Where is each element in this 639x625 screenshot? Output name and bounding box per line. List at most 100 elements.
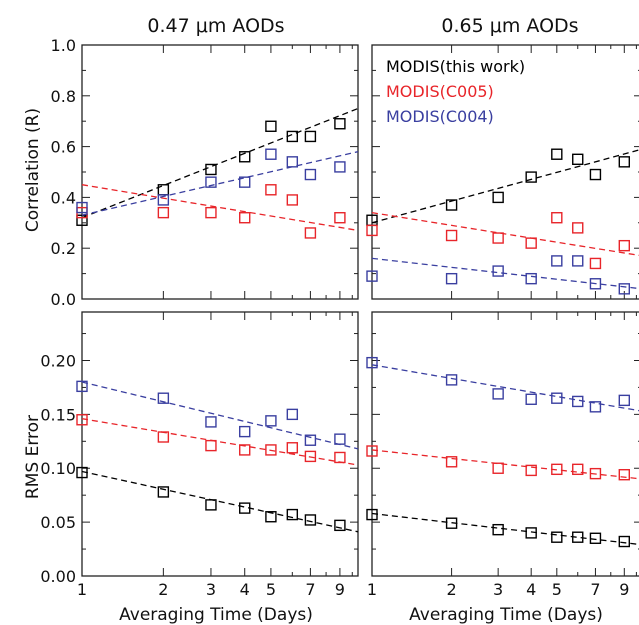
data-point-modis-c004 xyxy=(286,156,299,168)
data-point-modis-this-work xyxy=(286,508,299,521)
data-point-modis-c005 xyxy=(334,451,346,464)
series-modis-this-work xyxy=(76,466,359,533)
data-point-modis-this-work xyxy=(265,511,277,523)
data-point-modis-c005 xyxy=(205,206,217,219)
series-modis-c004 xyxy=(366,255,639,295)
data-point-modis-this-work xyxy=(366,508,378,521)
data-point-modis-c005 xyxy=(205,439,217,452)
series-modis-c004 xyxy=(76,380,359,450)
data-point-modis-c004 xyxy=(366,356,378,369)
data-point-modis-c004 xyxy=(239,425,251,438)
plot-frame xyxy=(81,311,359,577)
data-point-modis-c005 xyxy=(334,212,346,224)
data-point-modis-c004 xyxy=(265,148,277,160)
panel-top-right xyxy=(366,44,639,300)
series-modis-c005 xyxy=(366,445,639,481)
data-point-modis-c005 xyxy=(286,442,299,454)
data-point-modis-this-work xyxy=(304,130,317,143)
data-point-modis-c004 xyxy=(205,416,217,428)
data-point-modis-c005 xyxy=(572,463,584,476)
y-tick-label: 0.6 xyxy=(51,138,76,157)
data-point-modis-this-work xyxy=(618,156,630,168)
data-point-modis-c004 xyxy=(492,388,504,400)
x-tick-label: 9 xyxy=(335,580,345,599)
y-tick-label: 0.0 xyxy=(51,290,76,309)
data-point-modis-c005 xyxy=(157,206,170,219)
data-point-modis-c004 xyxy=(157,194,170,206)
y-tick-label: 0.15 xyxy=(40,405,76,424)
data-point-modis-c005 xyxy=(239,444,251,456)
data-point-modis-c005 xyxy=(366,224,378,237)
data-point-modis-this-work xyxy=(304,514,317,526)
data-point-modis-c005 xyxy=(525,464,537,477)
trend-line-modis-c005 xyxy=(81,184,359,232)
data-point-modis-this-work xyxy=(525,171,537,183)
y-tick-label: 0.2 xyxy=(51,239,76,258)
legend-item-c004: MODIS(C004) xyxy=(386,107,494,126)
plot-frame xyxy=(371,311,639,577)
x-tick-label: 7 xyxy=(305,580,315,599)
x-tick-label: 5 xyxy=(552,580,562,599)
data-point-modis-this-work xyxy=(551,531,563,543)
y-tick-label: 0.00 xyxy=(40,567,76,586)
data-point-modis-this-work xyxy=(445,199,458,211)
data-point-modis-c004 xyxy=(551,255,563,267)
trend-line-modis-c004 xyxy=(371,257,639,290)
data-point-modis-c005 xyxy=(445,229,458,242)
data-point-modis-this-work xyxy=(334,519,346,532)
data-point-modis-c005 xyxy=(265,444,277,456)
y-tick-label: 0.8 xyxy=(51,87,76,106)
data-point-modis-this-work xyxy=(239,151,251,163)
data-point-modis-c004 xyxy=(551,392,563,404)
data-point-modis-this-work xyxy=(618,535,630,548)
plot-frame xyxy=(81,44,359,300)
series-modis-c004 xyxy=(366,356,639,413)
data-point-modis-c005 xyxy=(286,194,299,206)
series-modis-c005 xyxy=(76,184,359,239)
y-axis-label-bottom: RMS Error xyxy=(23,415,43,499)
trend-line-modis-this-work xyxy=(371,512,639,546)
series-modis-c005 xyxy=(366,211,639,270)
x-tick-label: 2 xyxy=(158,580,168,599)
trend-line-modis-this-work xyxy=(371,149,639,224)
panels: 0.00.20.40.60.81.01 2 3 4 5 7 90.000.050.100.1… xyxy=(40,36,639,599)
data-point-modis-c004 xyxy=(366,270,378,282)
series-modis-c005 xyxy=(76,414,359,466)
series-modis-this-work xyxy=(76,107,359,226)
legend-item-c005: MODIS(C005) xyxy=(386,82,494,101)
data-point-modis-c004 xyxy=(492,265,504,277)
data-point-modis-c005 xyxy=(445,456,458,468)
data-point-modis-c004 xyxy=(304,434,317,446)
data-point-modis-c004 xyxy=(445,374,458,386)
x-tick-label: 4 xyxy=(526,580,536,599)
data-point-modis-c005 xyxy=(366,445,378,457)
data-point-modis-c005 xyxy=(618,469,630,481)
legend: MODIS(this work) MODIS(C005) MODIS(C004) xyxy=(386,57,525,126)
data-point-modis-this-work xyxy=(286,130,299,143)
series-modis-this-work xyxy=(366,148,639,226)
data-point-modis-c004 xyxy=(334,161,346,173)
data-point-modis-c004 xyxy=(589,278,602,290)
data-point-modis-this-work xyxy=(492,523,504,536)
data-point-modis-this-work xyxy=(239,502,251,514)
data-point-modis-c005 xyxy=(551,212,563,224)
y-axis-label-top: Correlation (R) xyxy=(23,108,43,232)
data-point-modis-c004 xyxy=(76,380,88,393)
data-point-modis-c005 xyxy=(525,237,537,249)
x-tick-label: 5 xyxy=(266,580,276,599)
x-tick-label: 3 xyxy=(206,580,216,599)
data-point-modis-c004 xyxy=(525,272,537,285)
data-point-modis-this-work xyxy=(334,118,346,130)
data-point-modis-c005 xyxy=(589,467,602,480)
data-point-modis-c004 xyxy=(618,394,630,407)
trend-line-modis-c004 xyxy=(81,381,359,450)
data-point-modis-this-work xyxy=(205,499,217,511)
y-tick-label: 0.20 xyxy=(40,351,76,370)
data-point-modis-this-work xyxy=(76,214,88,226)
x-tick-label: 7 xyxy=(590,580,600,599)
data-point-modis-c004 xyxy=(572,395,584,408)
data-point-modis-this-work xyxy=(525,527,537,539)
data-point-modis-c004 xyxy=(239,176,251,188)
trend-line-modis-this-work xyxy=(81,107,359,219)
